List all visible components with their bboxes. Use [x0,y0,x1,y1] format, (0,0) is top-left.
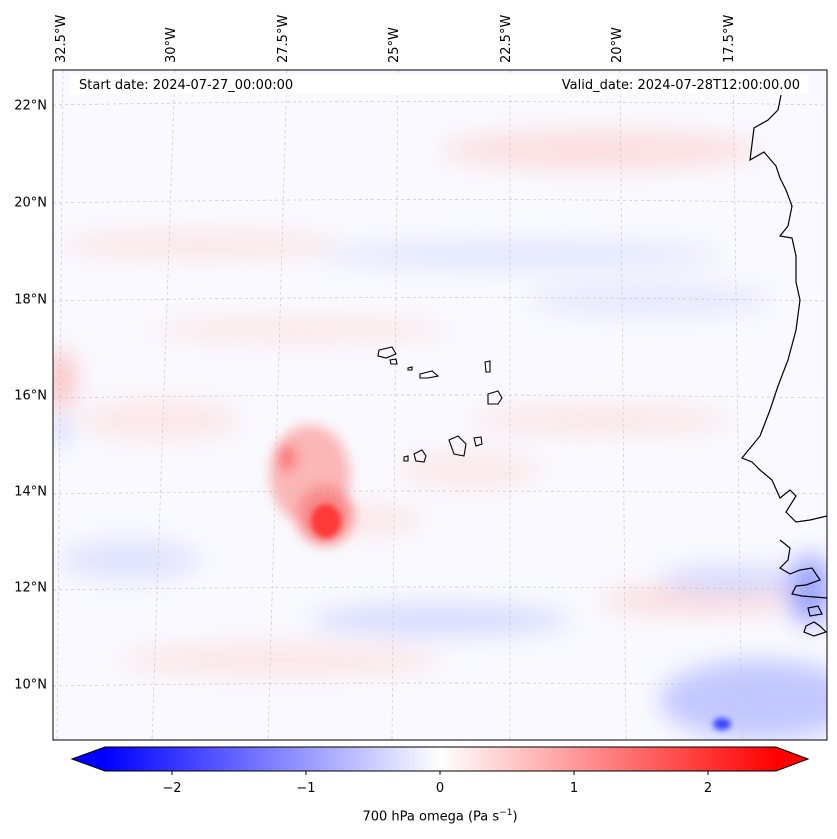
colorbar-tick-label: 0 [435,781,445,796]
lon-label-25w: 25°W [387,27,402,63]
lon-label-32-5w: 32.5°W [54,14,69,63]
valid-date-label: Valid_date: 2024-07-28T12:00:00.00 [561,78,800,93]
colorbar-tick-label: −1 [296,781,316,796]
graticule [53,70,827,740]
cape-verde-islands [377,346,503,463]
colorbar-low-extend [72,747,105,771]
colorbar-label-end: ) [512,809,518,825]
lat-label-20n: 20°N [14,195,47,211]
lat-label-22n: 22°N [14,98,47,114]
lat-label-18n: 18°N [14,292,47,308]
lon-label-30w: 30°W [164,27,179,63]
colorbar-label-exponent: −1 [499,808,513,818]
lon-label-17-5w: 17.5°W [722,14,737,63]
lon-label-27-5w: 27.5°W [276,14,291,63]
colorbar-label: 700 hPa omega (Pa s−1) [362,808,517,824]
colorbar-label-main: 700 hPa omega (Pa s [362,809,500,825]
info-box-bg [70,75,808,95]
colorbar [70,746,810,775]
lat-label-10n: 10°N [14,677,47,693]
colorbar-high-extend [776,747,808,771]
lat-label-16n: 16°N [14,388,47,404]
coastline [741,89,827,637]
lon-label-22-5w: 22.5°W [499,14,514,63]
map-frame [52,69,828,741]
colorbar-tick-label: 2 [703,781,713,796]
lat-label-12n: 12°N [14,580,47,596]
colorbar-tick-label: 1 [569,781,579,796]
lon-label-20w: 20°W [610,27,625,63]
colorbar-body [105,747,776,771]
lat-label-14n: 14°N [14,484,47,500]
colorbar-tick-label: −2 [162,781,182,796]
start-date-label: Start date: 2024-07-27_00:00:00 [79,78,294,93]
omega-field [53,70,827,740]
